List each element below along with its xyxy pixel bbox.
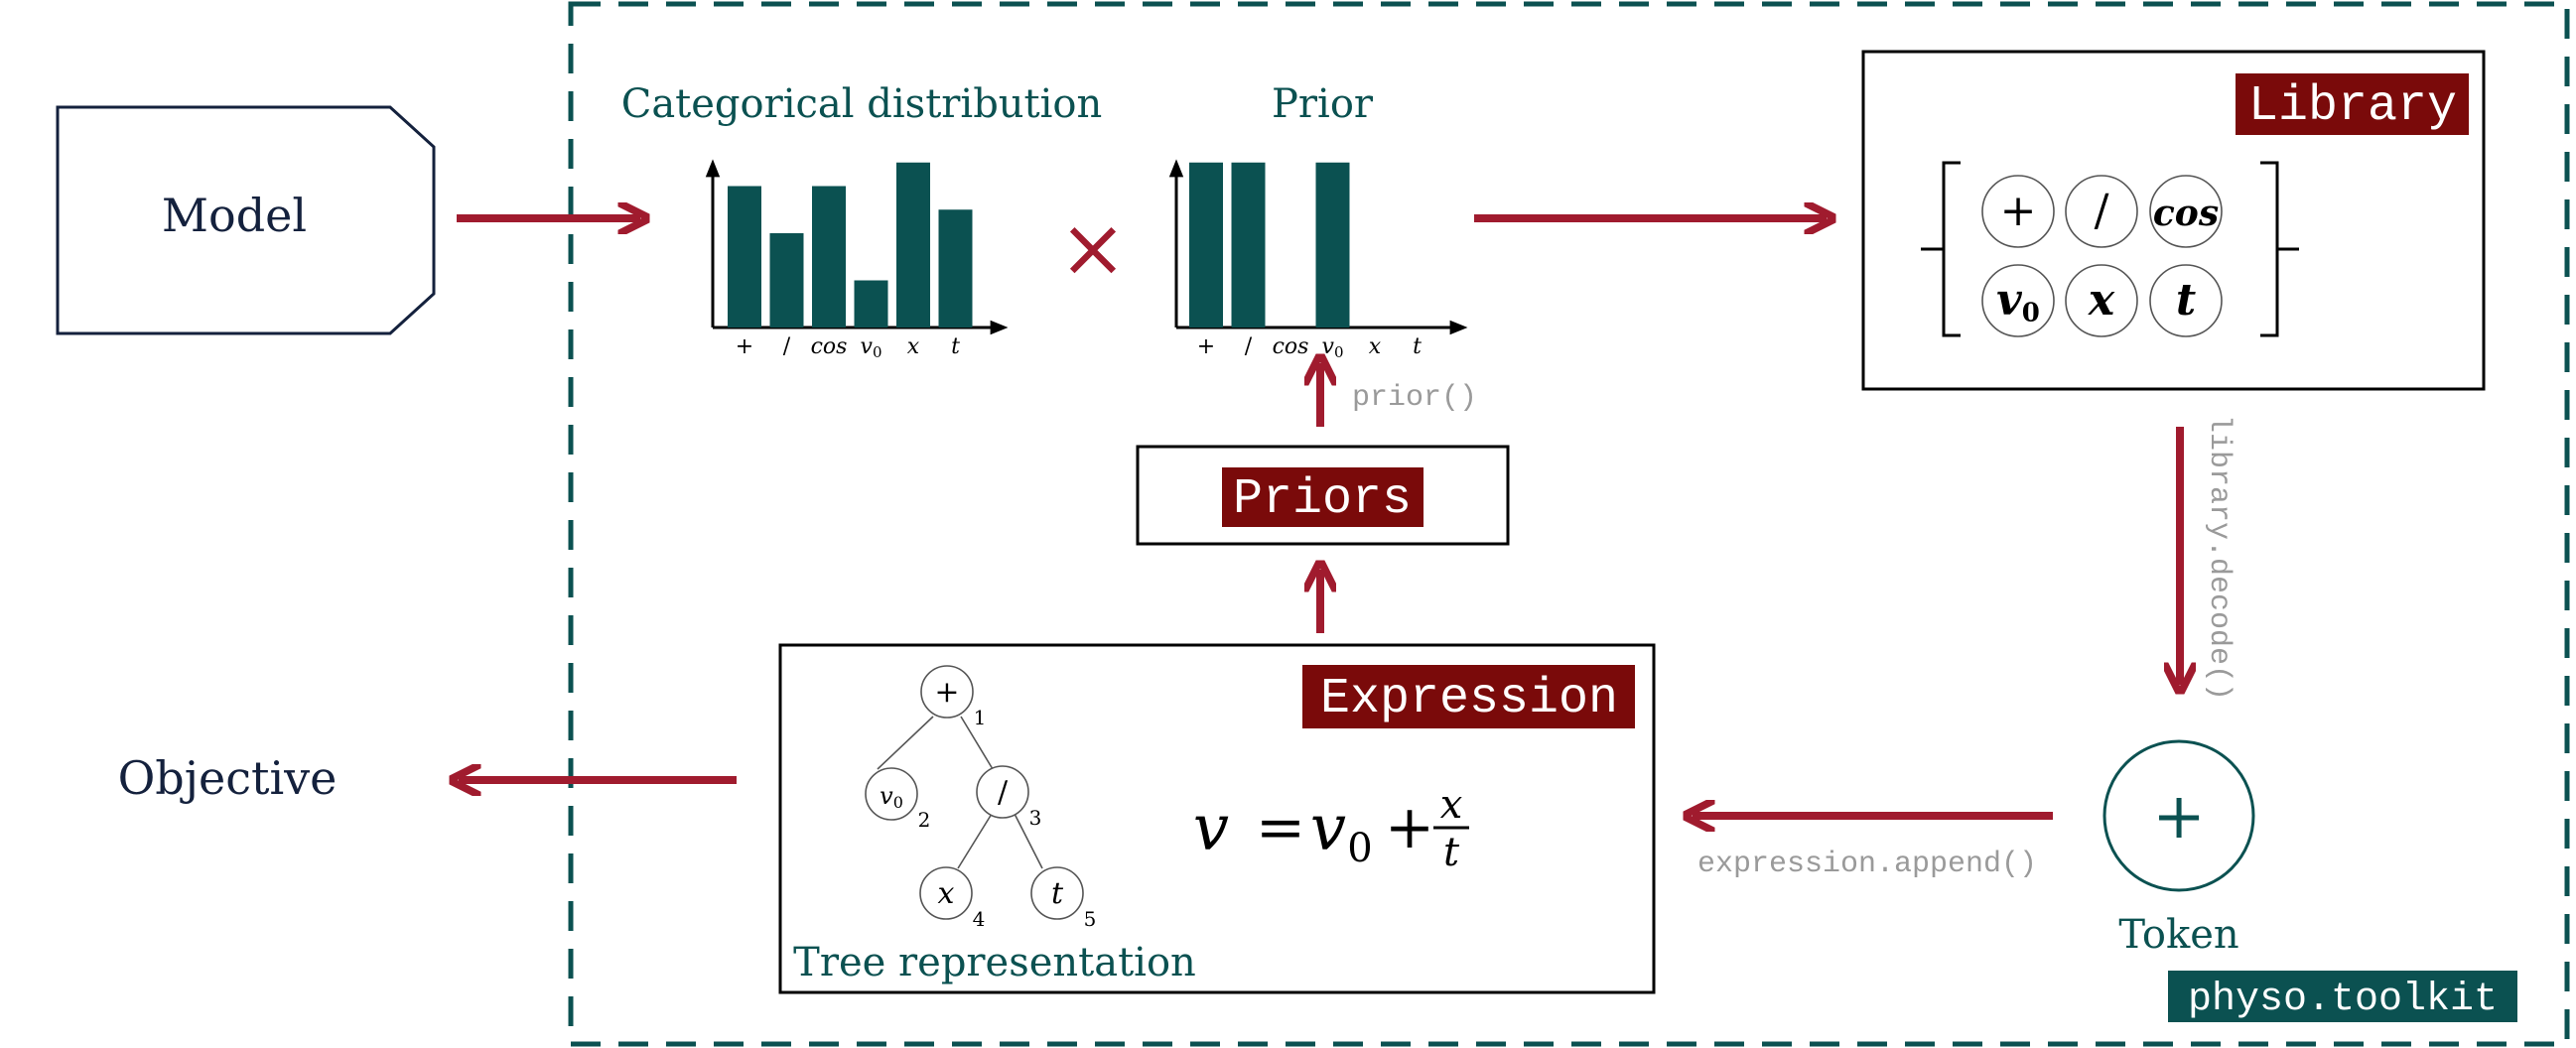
- categorical-tick-labels: + / cos v0 x t: [736, 334, 960, 361]
- tree-node-symbol-0: +: [934, 675, 959, 710]
- prior-tick-label-1: /: [1245, 334, 1253, 359]
- toolkit-label: physo.toolkit: [2188, 978, 2498, 1022]
- prior-tick-labels: + / cos v0 x t: [1197, 334, 1422, 361]
- equation-denominator: t: [1443, 830, 1460, 875]
- token-circle: [2102, 739, 2255, 892]
- tree-node-symbol-2: /: [998, 775, 1009, 810]
- token-node: + Token: [2102, 739, 2255, 958]
- library-token-circle-0: [1981, 175, 2055, 248]
- library-tag: Library: [2248, 78, 2457, 135]
- tree-node-circle-1: [865, 767, 918, 821]
- equation: v = v 0 + x t: [1193, 782, 1469, 875]
- model-node: Model: [56, 105, 436, 335]
- prior-bars: [1189, 162, 1350, 328]
- library-tokens: + / cos v0 x t: [1981, 175, 2223, 337]
- tree-node-circle-4: [1030, 866, 1084, 920]
- tree-node-index-1: 2: [918, 808, 931, 832]
- library-token-5: t: [2176, 275, 2196, 326]
- tree-node-symbol-3: x: [938, 876, 955, 911]
- categorical-tick-label-3: v0: [861, 334, 882, 361]
- categorical-chart: Categorical distribution + / cos v0 x t: [621, 81, 1103, 361]
- token-symbol: +: [2152, 780, 2206, 853]
- library-box: Library + / cos v0 x t: [1861, 50, 2486, 391]
- categorical-title: Categorical distribution: [621, 81, 1103, 127]
- toolkit-frame: [568, 1, 2570, 1047]
- prior-bar-1: [1231, 162, 1266, 328]
- categorical-bar-2: [812, 186, 846, 328]
- categorical-tick-label-0: +: [736, 334, 753, 359]
- times-symbol: ×: [1059, 201, 1128, 296]
- tree-node-circle-0: [920, 665, 974, 719]
- categorical-bars: [728, 162, 973, 328]
- prior-tick-label-0: +: [1197, 334, 1215, 359]
- categorical-bar-1: [769, 233, 804, 328]
- prior-tick-label-4: x: [1369, 334, 1382, 359]
- library-token-1: /: [2095, 186, 2109, 236]
- tree-node-circle-3: [919, 866, 973, 920]
- categorical-bar-4: [896, 162, 930, 328]
- prior-tick-label-2: cos: [1273, 334, 1309, 359]
- categorical-bar-3: [854, 280, 888, 328]
- prior-chart: Prior + / cos v0 x t: [1168, 81, 1468, 361]
- expression-tag: Expression: [1320, 671, 1618, 727]
- tree-node-index-4: 5: [1084, 907, 1097, 931]
- tree-node-index-2: 3: [1029, 806, 1042, 830]
- prior-call: prior(): [1352, 381, 1477, 415]
- categorical-tick-label-4: x: [907, 334, 920, 359]
- tree-node-symbol-4: t: [1051, 876, 1064, 911]
- prior-tick-label-5: t: [1413, 334, 1422, 359]
- categorical-bar-0: [728, 186, 761, 328]
- library-token-circle-5: [2149, 264, 2223, 337]
- tree-caption: Tree representation: [793, 940, 1196, 985]
- toolkit-label-bg: [2168, 971, 2517, 1022]
- library-tag-bg: [2236, 73, 2469, 135]
- prior-title: Prior: [1272, 81, 1374, 127]
- equation-lhs: v: [1193, 792, 1229, 865]
- categorical-tick-label-2: cos: [811, 334, 848, 359]
- model-label: Model: [162, 189, 307, 242]
- categorical-bar-5: [938, 209, 973, 328]
- library-token-circle-3: [1981, 264, 2055, 337]
- library-token-circle-2: [2149, 175, 2223, 248]
- categorical-tick-label-5: t: [951, 334, 960, 359]
- tree-node-circle-2: [976, 765, 1029, 819]
- prior-bar-0: [1189, 162, 1223, 328]
- library-token-circle-1: [2065, 175, 2138, 248]
- tree-node-index-0: 1: [974, 706, 987, 729]
- library-token-3: v0: [1996, 275, 2040, 328]
- token-label: Token: [2118, 912, 2238, 958]
- tree-node-symbol-1: v0: [880, 782, 903, 812]
- library-call: library.decode(): [2202, 415, 2236, 701]
- expression-call: expression.append(): [1697, 848, 2037, 881]
- categorical-tick-label-1: /: [783, 334, 791, 359]
- library-token-circle-4: [2065, 264, 2138, 337]
- equation-v0-sub: 0: [1347, 826, 1372, 871]
- expression-tag-bg: [1302, 665, 1635, 728]
- objective-label: Objective: [118, 751, 338, 805]
- equation-numerator: x: [1440, 782, 1463, 828]
- tree-edges: [877, 716, 1043, 869]
- equation-plus: +: [1385, 793, 1434, 862]
- priors-box: Priors: [1136, 445, 1510, 546]
- priors-tag: Priors: [1233, 471, 1412, 528]
- priors-tag-bg: [1222, 467, 1424, 527]
- tree-nodes: +1 v0 2 / 3 x4 t5: [865, 665, 1097, 931]
- library-token-0: +: [2000, 186, 2037, 236]
- tree-node-index-3: 4: [973, 907, 986, 931]
- prior-bar-3: [1315, 162, 1350, 328]
- equation-eq: =: [1256, 793, 1305, 862]
- library-token-4: x: [2088, 275, 2115, 326]
- prior-tick-label-3: v0: [1322, 334, 1344, 361]
- equation-v0-base: v: [1310, 792, 1346, 865]
- library-token-2: cos: [2153, 193, 2219, 234]
